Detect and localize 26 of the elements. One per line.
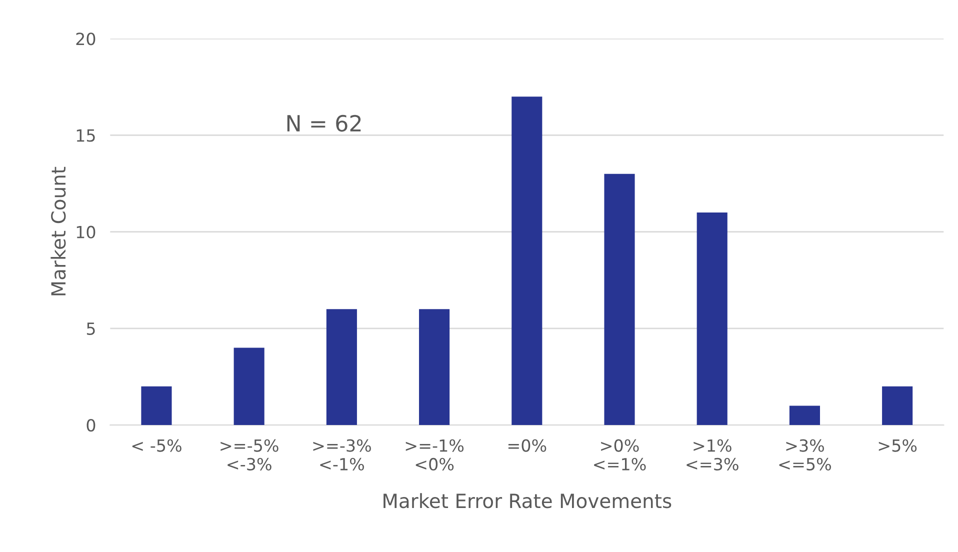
bar bbox=[696, 212, 728, 426]
x-tick-label: =0% bbox=[508, 439, 546, 452]
x-tick-label: < -5% bbox=[132, 439, 182, 452]
y-tick-label: 15 bbox=[76, 129, 95, 142]
bar bbox=[512, 96, 542, 426]
bar bbox=[789, 406, 820, 426]
x-tick-label: >1% <=3% bbox=[686, 439, 738, 470]
annotation: N = 62 bbox=[287, 114, 361, 132]
x-tick-label: >=-5% <-3% bbox=[220, 439, 278, 470]
y-tick-label: 10 bbox=[76, 226, 96, 238]
bar bbox=[882, 386, 913, 426]
bar bbox=[326, 309, 357, 426]
x-tick-label: >=-3% <-1% bbox=[313, 439, 371, 470]
x-tick-label: >=-1% <0% bbox=[406, 439, 464, 470]
bar bbox=[234, 348, 264, 426]
y-tick-label: 5 bbox=[86, 322, 95, 336]
x-tick-label: >3% <=5% bbox=[779, 439, 831, 470]
x-tick-label: >0% <=1% bbox=[594, 439, 646, 470]
x-tick-label: >5% bbox=[878, 439, 917, 452]
y-axis-title: Market Count bbox=[50, 166, 66, 296]
x-axis-title: Market Error Rate Movements bbox=[384, 493, 672, 508]
bar bbox=[419, 309, 450, 426]
y-tick-label: 20 bbox=[76, 32, 96, 46]
bar bbox=[604, 174, 635, 426]
bar bbox=[141, 386, 172, 426]
y-tick-label: 0 bbox=[86, 419, 96, 432]
